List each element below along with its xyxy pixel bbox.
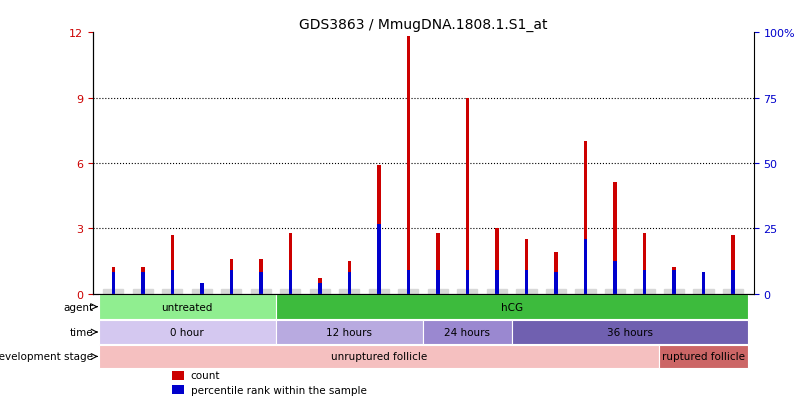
Text: unruptured follicle: unruptured follicle (330, 351, 427, 361)
Bar (141, 268, 144, 294)
Bar (436, 270, 440, 294)
Bar (98, 294, 276, 320)
Bar (276, 294, 748, 320)
Bar (495, 229, 499, 294)
Bar (289, 233, 292, 294)
Text: hCG: hCG (501, 302, 523, 312)
Text: ruptured follicle: ruptured follicle (662, 351, 745, 361)
Bar (731, 270, 735, 294)
Bar (672, 270, 675, 294)
Bar (555, 253, 558, 294)
Bar (495, 270, 499, 294)
Bar (230, 259, 233, 294)
Text: time: time (69, 327, 93, 337)
Bar (436, 233, 440, 294)
Bar (525, 240, 528, 294)
Text: 0 hour: 0 hour (170, 327, 204, 337)
Bar (407, 270, 410, 294)
Bar (259, 259, 263, 294)
Bar (613, 261, 617, 294)
Bar (613, 183, 617, 294)
Bar (259, 272, 263, 294)
Bar (111, 272, 115, 294)
Title: GDS3863 / MmugDNA.1808.1.S1_at: GDS3863 / MmugDNA.1808.1.S1_at (299, 18, 547, 32)
Bar (423, 320, 512, 344)
Bar (172, 371, 184, 380)
Bar (347, 261, 351, 294)
Bar (200, 283, 204, 294)
Bar (525, 270, 528, 294)
Bar (584, 142, 588, 294)
Bar (672, 268, 675, 294)
Bar (466, 270, 469, 294)
Bar (584, 240, 588, 294)
Text: untreated: untreated (161, 302, 213, 312)
Text: percentile rank within the sample: percentile rank within the sample (190, 385, 367, 395)
Text: agent: agent (63, 302, 93, 312)
Bar (98, 320, 276, 344)
Bar (172, 385, 184, 394)
Bar (289, 270, 292, 294)
Bar (702, 272, 705, 294)
Bar (141, 272, 144, 294)
Bar (318, 279, 322, 294)
Text: development stage: development stage (0, 351, 93, 361)
Bar (347, 272, 351, 294)
Bar (98, 345, 659, 368)
Text: 24 hours: 24 hours (444, 327, 490, 337)
Text: 12 hours: 12 hours (326, 327, 372, 337)
Bar (171, 270, 174, 294)
Bar (466, 98, 469, 294)
Bar (702, 272, 705, 294)
Bar (377, 224, 380, 294)
Text: count: count (190, 370, 220, 380)
Bar (731, 235, 735, 294)
Bar (407, 38, 410, 294)
Bar (377, 166, 380, 294)
Bar (642, 270, 646, 294)
Bar (111, 268, 115, 294)
Bar (200, 283, 204, 294)
Bar (318, 283, 322, 294)
Bar (171, 235, 174, 294)
Text: 36 hours: 36 hours (607, 327, 653, 337)
Bar (512, 320, 748, 344)
Bar (642, 233, 646, 294)
Bar (230, 270, 233, 294)
Bar (276, 320, 423, 344)
Bar (555, 272, 558, 294)
Bar (659, 345, 748, 368)
